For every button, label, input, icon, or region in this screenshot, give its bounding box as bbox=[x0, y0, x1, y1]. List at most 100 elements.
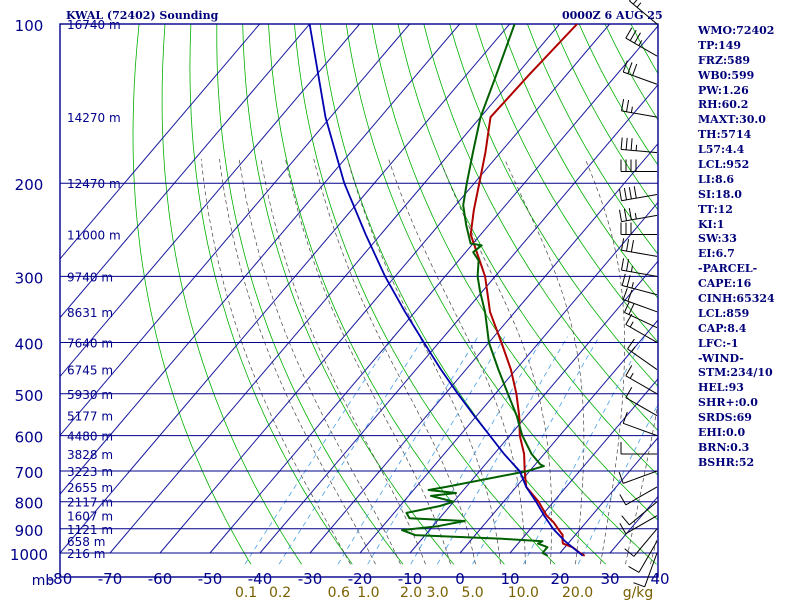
moist-adiabat bbox=[219, 158, 376, 565]
index-item: TP:149 bbox=[698, 38, 742, 52]
wind-barb bbox=[621, 258, 658, 277]
wind-barb bbox=[629, 0, 658, 25]
wind-barb-feather bbox=[630, 138, 633, 151]
temperature-tick-label: 40 bbox=[650, 570, 669, 588]
wind-barb-feather bbox=[619, 209, 622, 222]
mixing-ratio-line bbox=[367, 336, 506, 565]
wind-barb-staff bbox=[625, 486, 658, 506]
wind-barb-feather bbox=[626, 275, 631, 287]
wind-barb-feather bbox=[632, 63, 638, 76]
dry-adiabat bbox=[501, 24, 658, 299]
wind-barb-feather bbox=[627, 338, 635, 350]
height-label: 3223 m bbox=[67, 465, 113, 479]
isotherm bbox=[60, 24, 261, 260]
wind-barb bbox=[621, 273, 658, 296]
stability-indices: WMO:72402 TP:149 FRZ:589 WB0:599 PW:1.26 RH:6… bbox=[698, 24, 775, 471]
wind-barb-feather bbox=[627, 62, 633, 74]
dry-adiabat bbox=[397, 24, 658, 476]
wind-barb-feather bbox=[632, 0, 638, 5]
dewpoint-trace bbox=[401, 24, 549, 557]
wind-barb bbox=[621, 501, 658, 526]
wind-barb-feather bbox=[623, 301, 630, 313]
dry-adiabat bbox=[293, 24, 556, 565]
wind-barb bbox=[625, 387, 658, 417]
isotherm bbox=[359, 201, 658, 554]
isotherm bbox=[259, 83, 658, 554]
index-item: WMO:72402 bbox=[698, 24, 775, 37]
wind-barb-staff bbox=[621, 269, 658, 277]
isotherm bbox=[209, 25, 658, 554]
height-label: 1121 m bbox=[67, 523, 113, 537]
height-label: 12470 m bbox=[67, 177, 121, 191]
index-item: CAPE:16 bbox=[698, 277, 752, 291]
dry-adiabat bbox=[189, 24, 353, 565]
wind-barb-staff bbox=[638, 540, 658, 573]
index-item: MAXT:30.0 bbox=[698, 113, 766, 127]
dry-adiabat bbox=[319, 24, 607, 565]
dry-adiabat bbox=[475, 24, 658, 343]
wind-barb bbox=[620, 137, 658, 154]
dry-adiabat bbox=[216, 24, 404, 565]
wind-barb-feather bbox=[619, 523, 627, 534]
mixing-ratio-line bbox=[410, 336, 544, 565]
moist-adiabat bbox=[200, 158, 351, 565]
wind-barb-feather bbox=[621, 99, 625, 111]
sounding-time: 0000Z 6 AUG 25 bbox=[562, 9, 663, 22]
wind-barb bbox=[620, 159, 658, 172]
height-label: 4480 m bbox=[67, 430, 113, 444]
index-item: FRZ:589 bbox=[698, 53, 751, 67]
mixing-ratio-unit: g/kg bbox=[623, 585, 654, 600]
plot-frame bbox=[59, 23, 659, 578]
pressure-tick-label: 700 bbox=[15, 464, 44, 482]
dry-adiabat bbox=[423, 24, 658, 432]
wind-barb bbox=[622, 60, 658, 85]
wind-barb-feather bbox=[626, 99, 630, 112]
wind-barb-feather bbox=[620, 137, 623, 150]
wind-barb bbox=[621, 99, 658, 118]
wind-barb-feather bbox=[625, 27, 633, 39]
temperature-tick-label: 30 bbox=[600, 570, 619, 588]
wind-barb-feather bbox=[621, 515, 630, 526]
wind-barb-feather bbox=[622, 60, 628, 73]
wind-barb-half-feather bbox=[638, 40, 643, 46]
wind-barb-half-feather bbox=[636, 2, 642, 8]
wind-barb bbox=[623, 301, 658, 329]
wind-barb bbox=[625, 313, 658, 343]
temperature-tick-label: 10 bbox=[500, 570, 519, 588]
index-item: LCL:859 bbox=[698, 306, 750, 320]
isotherms bbox=[60, 24, 658, 554]
dry-adiabat bbox=[268, 24, 505, 565]
wind-barb-staff bbox=[625, 375, 658, 395]
mixing-ratio-label: 0.6 bbox=[328, 585, 350, 600]
moist-adiabats bbox=[200, 158, 658, 565]
wind-barb-feather bbox=[624, 548, 635, 557]
wind-barbs bbox=[618, 0, 658, 588]
moist-adiabat bbox=[285, 158, 451, 565]
index-item: CAP:8.4 bbox=[698, 321, 747, 335]
isotherm bbox=[60, 24, 461, 495]
parcel-trace bbox=[308, 24, 584, 557]
wind-barb-feather bbox=[628, 208, 632, 220]
moist-adiabat bbox=[584, 158, 625, 565]
wind-barb-feather bbox=[621, 258, 625, 271]
wind-barb bbox=[624, 528, 658, 557]
mixing-ratio-line bbox=[244, 336, 394, 565]
index-item: SW:33 bbox=[698, 232, 737, 246]
wind-barb-staff bbox=[621, 214, 658, 223]
wind-barb-feather bbox=[625, 313, 633, 325]
wind-barb bbox=[618, 470, 658, 484]
height-label: 1607 m bbox=[67, 510, 113, 524]
wind-barb-feather bbox=[623, 208, 627, 221]
dry-adiabat bbox=[242, 24, 455, 565]
wind-barb bbox=[619, 186, 658, 202]
height-label: 3828 m bbox=[67, 448, 113, 462]
mixing-ratio-label: 0.2 bbox=[269, 585, 291, 600]
moist-adiabat bbox=[260, 158, 426, 565]
mixing-ratio-label: 1.0 bbox=[357, 585, 379, 600]
index-item: CINH:65324 bbox=[698, 292, 775, 306]
wind-barb-staff bbox=[633, 528, 658, 557]
wind-barb-half-feather bbox=[634, 213, 637, 220]
mixing-ratio-label: 20.0 bbox=[562, 585, 593, 600]
moist-adiabat bbox=[504, 158, 585, 565]
